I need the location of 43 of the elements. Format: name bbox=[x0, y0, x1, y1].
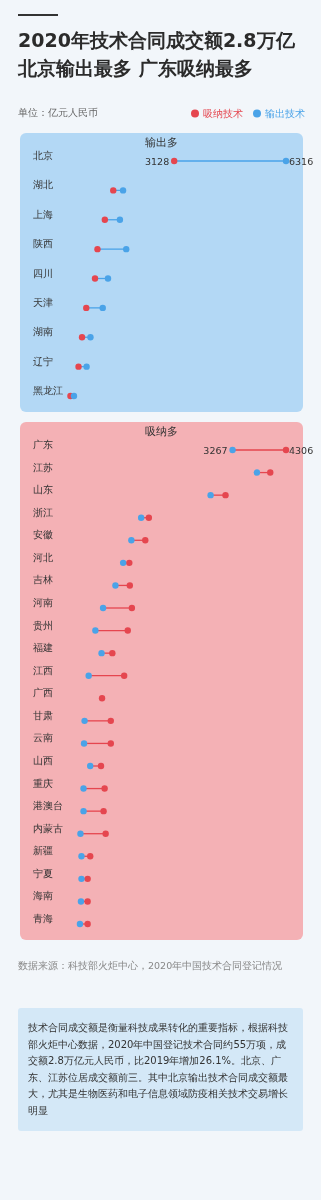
legend-label: 输出技术 bbox=[265, 108, 305, 119]
y-tick-label: 甘肃 bbox=[33, 709, 53, 721]
chart-title: 吸纳多 bbox=[144, 425, 178, 438]
data-label: 4306 bbox=[289, 444, 314, 456]
y-tick-label: 广西 bbox=[33, 687, 53, 699]
y-tick-label: 福建 bbox=[33, 642, 53, 654]
text: 技术合同成交额是衡量科技成果转化的重要指标，根据科技部火炬中心数据，2020年中国登记技术合同约55万项，成交额2.8万亿元人民币，比2019年增加26.1%。北京、广东、江苏位居成交额前三。其中北京输出技术合同成交额最大，尤其是生物医药和电子信息领域防疫相关技术交易增长明显 bbox=[18, 1008, 303, 1131]
source-note: 数据来源：科技部火炬中心，2020年中国技术合同登记情况 bbox=[18, 959, 284, 973]
chart-title: 2020年技术合同成交额2.8万亿北京输出最多 广东吸纳最多 bbox=[18, 28, 296, 81]
y-tick-label: 河北 bbox=[33, 551, 53, 563]
data-label: 6316 bbox=[289, 155, 314, 167]
y-tick-label: 吉林 bbox=[33, 574, 53, 586]
data-label: 3267 bbox=[203, 444, 228, 456]
y-tick-label: 重庆 bbox=[33, 777, 53, 789]
y-tick-label: 贵州 bbox=[33, 619, 53, 631]
y-tick-label: 山西 bbox=[33, 755, 53, 766]
y-tick-label: 湖北 bbox=[33, 179, 53, 191]
y-tick-label: 广东 bbox=[33, 439, 53, 450]
y-tick-label: 江西 bbox=[33, 664, 53, 676]
data-label: 3128 bbox=[145, 155, 170, 167]
legend-label: 吸纳技术 bbox=[203, 108, 243, 119]
y-tick-label: 港澳台 bbox=[33, 800, 63, 812]
y-tick-label: 青海 bbox=[33, 913, 53, 924]
text: 单位：亿元人民币 bbox=[18, 107, 98, 120]
y-tick-label: 陕西 bbox=[33, 238, 53, 250]
y-tick-label: 黑龙江 bbox=[33, 385, 63, 396]
y-tick-label: 新疆 bbox=[33, 845, 53, 857]
y-tick-label: 北京 bbox=[33, 150, 53, 161]
chart-subtitle: 输出多 bbox=[144, 136, 178, 149]
y-tick-label: 湖南 bbox=[33, 326, 53, 338]
y-tick-label: 云南 bbox=[33, 732, 53, 744]
y-tick-label: 天津 bbox=[33, 296, 53, 308]
y-tick-label: 海南 bbox=[33, 890, 53, 902]
y-tick-label: 安徽 bbox=[33, 529, 53, 541]
y-tick-label: 四川 bbox=[33, 267, 53, 279]
y-tick-label: 辽宁 bbox=[33, 355, 53, 367]
y-tick-label: 浙江 bbox=[33, 506, 53, 518]
y-tick-label: 江苏 bbox=[33, 461, 53, 473]
y-tick-label: 宁夏 bbox=[33, 867, 53, 879]
y-tick-label: 河南 bbox=[33, 597, 53, 608]
y-tick-label: 上海 bbox=[33, 208, 53, 220]
y-tick-label: 山东 bbox=[33, 484, 53, 496]
y-tick-label: 内蒙古 bbox=[33, 822, 63, 834]
